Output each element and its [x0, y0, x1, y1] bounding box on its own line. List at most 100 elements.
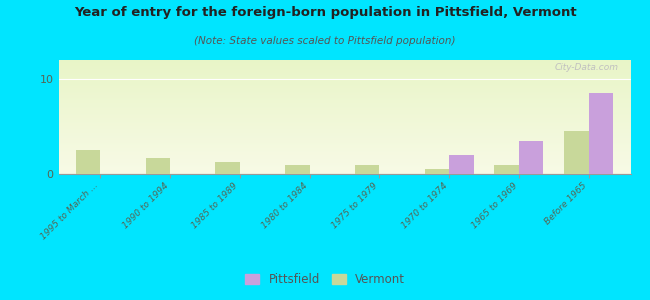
Bar: [58, 107, 630, 108]
Bar: [58, 106, 630, 107]
Bar: [58, 148, 630, 149]
Bar: [58, 75, 630, 76]
Bar: [146, 158, 170, 174]
Bar: [58, 160, 630, 161]
Bar: [58, 62, 630, 63]
Bar: [58, 173, 630, 174]
Bar: [58, 80, 630, 81]
Bar: [449, 155, 474, 174]
Bar: [58, 97, 630, 98]
Bar: [58, 141, 630, 142]
Bar: [58, 164, 630, 165]
Bar: [564, 131, 589, 174]
Bar: [58, 137, 630, 138]
Bar: [58, 150, 630, 151]
Bar: [58, 88, 630, 89]
Bar: [58, 60, 630, 61]
Bar: [58, 69, 630, 70]
Bar: [58, 66, 630, 67]
Bar: [58, 111, 630, 112]
Bar: [58, 77, 630, 78]
Bar: [58, 142, 630, 143]
Bar: [58, 79, 630, 80]
Bar: [495, 165, 519, 174]
Text: City-Data.com: City-Data.com: [555, 63, 619, 72]
Bar: [58, 116, 630, 117]
Bar: [58, 73, 630, 74]
Bar: [58, 146, 630, 147]
Bar: [58, 108, 630, 109]
Bar: [58, 159, 630, 160]
Bar: [58, 65, 630, 66]
Bar: [58, 147, 630, 148]
Text: Year of entry for the foreign-born population in Pittsfield, Vermont: Year of entry for the foreign-born popul…: [73, 6, 577, 19]
Bar: [58, 130, 630, 131]
Bar: [424, 169, 449, 174]
Bar: [58, 158, 630, 159]
Bar: [589, 93, 613, 174]
Bar: [58, 95, 630, 96]
Bar: [58, 154, 630, 155]
Legend: Pittsfield, Vermont: Pittsfield, Vermont: [240, 269, 410, 291]
Bar: [58, 121, 630, 122]
Bar: [58, 115, 630, 116]
Bar: [58, 68, 630, 69]
Bar: [58, 136, 630, 137]
Bar: [58, 99, 630, 100]
Bar: [58, 101, 630, 102]
Bar: [58, 83, 630, 84]
Bar: [58, 89, 630, 90]
Bar: [215, 162, 240, 174]
Bar: [58, 86, 630, 87]
Bar: [58, 145, 630, 146]
Bar: [58, 67, 630, 68]
Bar: [58, 64, 630, 65]
Bar: [58, 131, 630, 132]
Bar: [58, 120, 630, 121]
Bar: [58, 139, 630, 140]
Bar: [58, 110, 630, 111]
Bar: [58, 90, 630, 91]
Bar: [58, 134, 630, 135]
Bar: [58, 113, 630, 114]
Bar: [58, 84, 630, 85]
Text: (Note: State values scaled to Pittsfield population): (Note: State values scaled to Pittsfield…: [194, 36, 456, 46]
Bar: [58, 154, 630, 155]
Bar: [58, 117, 630, 118]
Bar: [58, 143, 630, 144]
Bar: [58, 132, 630, 133]
Bar: [58, 138, 630, 139]
Bar: [58, 98, 630, 99]
Bar: [58, 162, 630, 163]
Bar: [58, 161, 630, 162]
Bar: [58, 155, 630, 156]
Bar: [58, 122, 630, 123]
Bar: [58, 123, 630, 124]
Bar: [58, 87, 630, 88]
Bar: [58, 92, 630, 93]
Bar: [58, 74, 630, 75]
Bar: [58, 171, 630, 172]
Bar: [58, 128, 630, 129]
Bar: [58, 156, 630, 157]
Bar: [58, 125, 630, 126]
Bar: [58, 172, 630, 173]
Bar: [58, 105, 630, 106]
Bar: [58, 76, 630, 77]
Bar: [58, 93, 630, 94]
Bar: [58, 63, 630, 64]
Bar: [58, 82, 630, 83]
Bar: [58, 72, 630, 73]
Bar: [58, 157, 630, 158]
Bar: [58, 127, 630, 128]
Bar: [58, 100, 630, 101]
Bar: [58, 168, 630, 169]
Bar: [58, 81, 630, 82]
Bar: [58, 112, 630, 113]
Bar: [58, 118, 630, 119]
Bar: [58, 103, 630, 104]
Bar: [58, 169, 630, 170]
Bar: [519, 141, 543, 174]
Bar: [58, 167, 630, 168]
Bar: [355, 165, 380, 174]
